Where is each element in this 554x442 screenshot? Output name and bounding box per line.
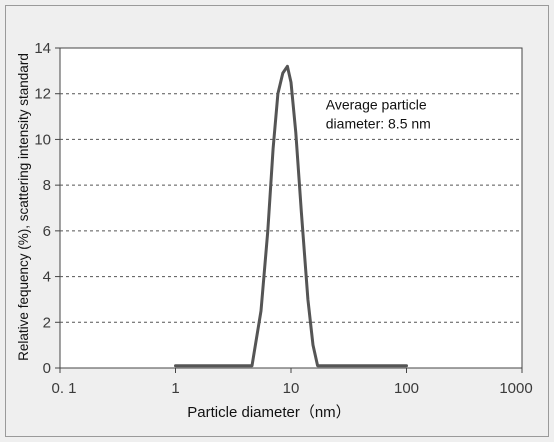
x-tick-label-3: 100 <box>394 380 419 397</box>
y-tick-label-0: 0 <box>43 360 51 377</box>
x-tick-label-4: 1000 <box>499 380 532 397</box>
y-axis-ticks: 0 2 4 6 8 10 12 14 <box>34 40 60 377</box>
y-tick-label-10: 10 <box>34 131 51 148</box>
series-line-0 <box>174 64 408 368</box>
y-tick-label-12: 12 <box>34 86 51 103</box>
y-axis-title: Relative fequency (%), scattering intens… <box>16 53 31 361</box>
annotation-0-line-0: Average particle <box>326 97 427 113</box>
x-axis-title: Particle diameter（nm） <box>187 404 350 421</box>
annotation-0-line-1: diameter: 8.5 nm <box>326 116 431 132</box>
y-tick-label-2: 2 <box>43 314 51 331</box>
x-axis-ticks: 0. 1 1 10 100 1000 <box>51 368 533 397</box>
outer-frame <box>5 5 549 437</box>
x-tick-label-1: 1 <box>171 380 179 397</box>
y-tick-label-14: 14 <box>34 40 51 57</box>
y-tick-label-4: 4 <box>43 269 51 286</box>
series-layer <box>174 64 408 368</box>
plot-area <box>59 47 523 369</box>
y-tick-label-6: 6 <box>43 223 51 240</box>
y-tick-label-8: 8 <box>43 177 51 194</box>
annotation-layer: Average particle diameter: 8.5 nm <box>326 97 431 132</box>
x-tick-label-0: 0. 1 <box>51 380 76 397</box>
x-tick-label-2: 10 <box>283 380 300 397</box>
